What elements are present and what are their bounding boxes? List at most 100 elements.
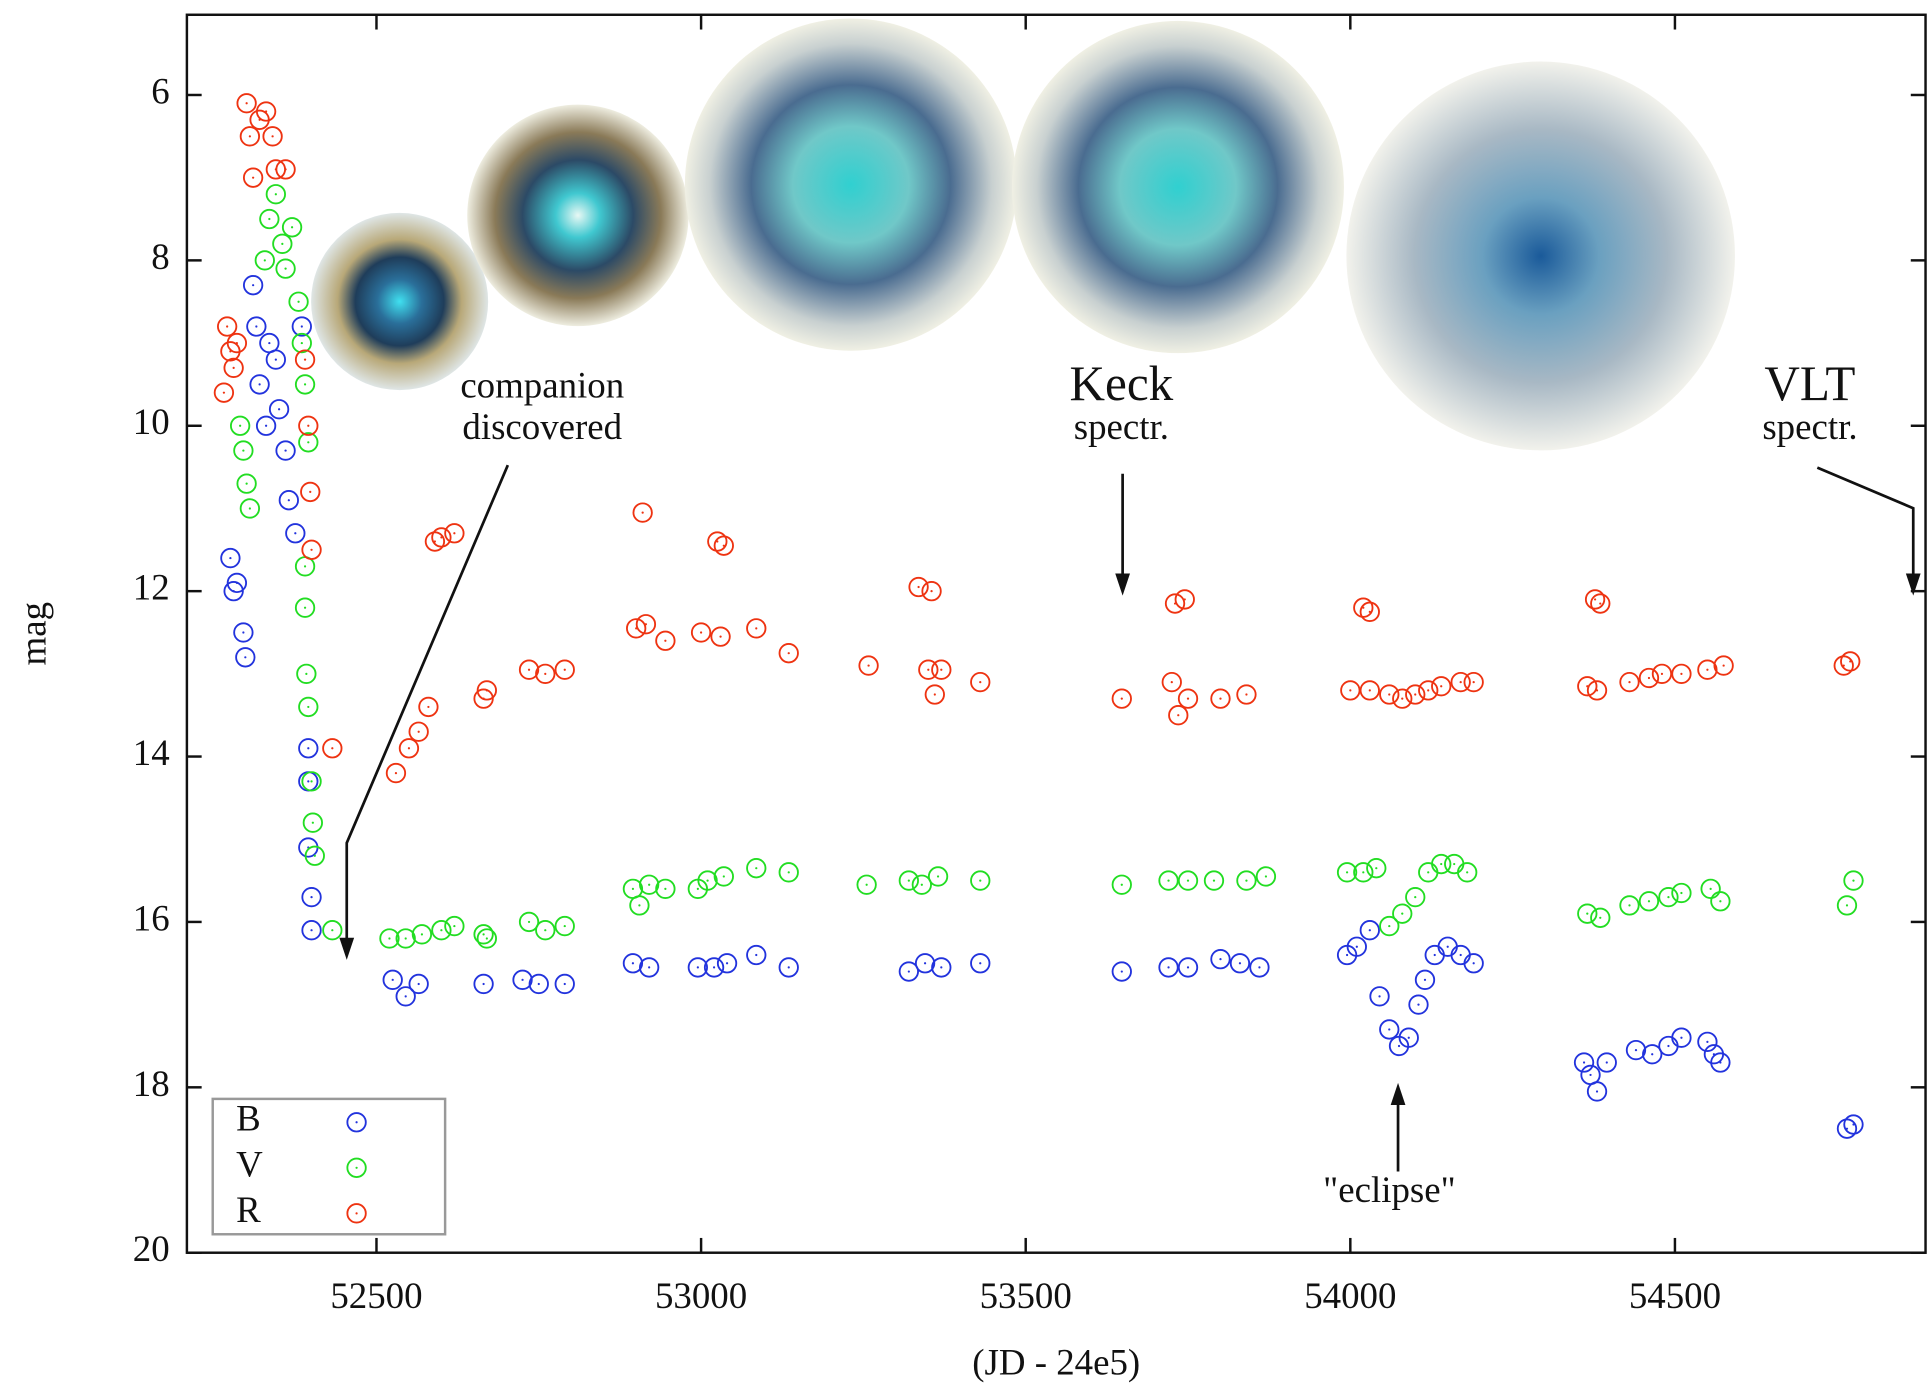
- marker-dot: [1628, 904, 1631, 907]
- data-point: [236, 473, 257, 494]
- marker-dot: [1186, 697, 1190, 700]
- marker-dot: [1212, 879, 1216, 882]
- data-point: [639, 874, 660, 895]
- data-point: [970, 671, 991, 693]
- marker-dot: [648, 966, 651, 969]
- marker-dot: [1605, 1061, 1608, 1064]
- data-point: [1638, 667, 1660, 689]
- data-point: [1379, 915, 1400, 937]
- x-axis-label: (JD - 24e5): [972, 1341, 1140, 1383]
- marker-dot: [309, 490, 312, 494]
- marker-dot: [1368, 610, 1371, 613]
- marker-dot: [664, 639, 667, 642]
- marker-dot: [1264, 875, 1268, 878]
- x-tick-label: 52500: [330, 1275, 422, 1316]
- marker-dot: [284, 267, 287, 270]
- marker-dot: [699, 631, 703, 634]
- y-axis-label: mag: [12, 602, 53, 666]
- marker-dot: [310, 929, 313, 932]
- data-point: [528, 973, 549, 995]
- marker-dot: [641, 511, 644, 514]
- marker-dot: [1388, 924, 1391, 928]
- marker-dot: [287, 499, 290, 502]
- data-point: [226, 332, 248, 354]
- data-point: [1366, 858, 1387, 879]
- marker-dot: [1593, 598, 1597, 601]
- marker-dot: [1582, 1061, 1586, 1064]
- data-point: [1431, 853, 1452, 875]
- data-point: [301, 771, 322, 792]
- marker-dot: [284, 168, 287, 171]
- marker-dot: [1345, 953, 1349, 957]
- marker-dot: [1589, 1073, 1592, 1077]
- data-point: [1651, 663, 1673, 685]
- data-point: [288, 291, 309, 312]
- marker-dot: [252, 176, 255, 179]
- data-point: [1111, 874, 1132, 895]
- arrowhead: [1390, 1082, 1406, 1106]
- data-point: [1398, 1027, 1419, 1048]
- marker-dot: [1647, 900, 1651, 903]
- data-point: [1658, 886, 1679, 908]
- data-point: [300, 481, 321, 503]
- data-point: [626, 618, 647, 639]
- marker-dot: [248, 507, 251, 510]
- marker-dot: [1680, 891, 1683, 895]
- data-point: [239, 498, 261, 519]
- data-point: [554, 659, 575, 680]
- marker-dot: [453, 532, 456, 535]
- marker-dot: [427, 705, 430, 709]
- marker-dot: [252, 284, 255, 287]
- data-point: [233, 440, 254, 461]
- marker-dot: [722, 875, 725, 878]
- data-point: [970, 953, 991, 974]
- data-point: [1111, 688, 1132, 709]
- data-point: [1836, 1118, 1858, 1139]
- marker-dot: [1417, 1003, 1420, 1006]
- marker-dot: [1709, 887, 1712, 890]
- data-point: [1431, 676, 1452, 697]
- marker-dot: [527, 668, 531, 671]
- data-point: [223, 357, 244, 379]
- arrowhead: [1905, 573, 1921, 596]
- marker-dot: [313, 854, 316, 857]
- data-point: [1359, 920, 1380, 941]
- y-tick-label: 8: [151, 236, 169, 277]
- marker-dot: [274, 193, 277, 196]
- y-tick-label: 16: [133, 897, 170, 938]
- data-point: [716, 953, 738, 974]
- marker-dot: [867, 664, 870, 667]
- marker-dot: [865, 883, 868, 886]
- data-point: [1336, 862, 1358, 883]
- data-point: [236, 93, 257, 114]
- data-point: [778, 862, 799, 883]
- data-point: [431, 920, 452, 941]
- marker-dot: [235, 581, 238, 584]
- data-point: [411, 924, 433, 945]
- data-point: [249, 374, 270, 395]
- data-point: [1836, 895, 1858, 916]
- marker-dot: [930, 590, 933, 593]
- data-point: [1236, 870, 1257, 891]
- data-point: [294, 349, 316, 370]
- data-point: [272, 233, 293, 254]
- marker-dot: [310, 896, 313, 899]
- data-point: [1463, 953, 1484, 974]
- marker-dot: [940, 668, 943, 671]
- data-point: [1671, 663, 1692, 685]
- marker-dot: [644, 623, 648, 626]
- data-point: [1671, 1027, 1692, 1048]
- marker-dot: [482, 982, 485, 986]
- data-point: [217, 316, 238, 337]
- marker-dot: [1183, 598, 1186, 601]
- marker-dot: [696, 966, 699, 969]
- marker-dot: [1368, 929, 1371, 932]
- marker-dot: [440, 929, 443, 932]
- data-point: [1577, 676, 1598, 697]
- y-tick-label: 12: [133, 567, 170, 608]
- marker-dot: [1599, 916, 1602, 919]
- marker-dot: [1453, 862, 1456, 866]
- legend-marker: [346, 1112, 367, 1133]
- data-point: [1340, 680, 1361, 701]
